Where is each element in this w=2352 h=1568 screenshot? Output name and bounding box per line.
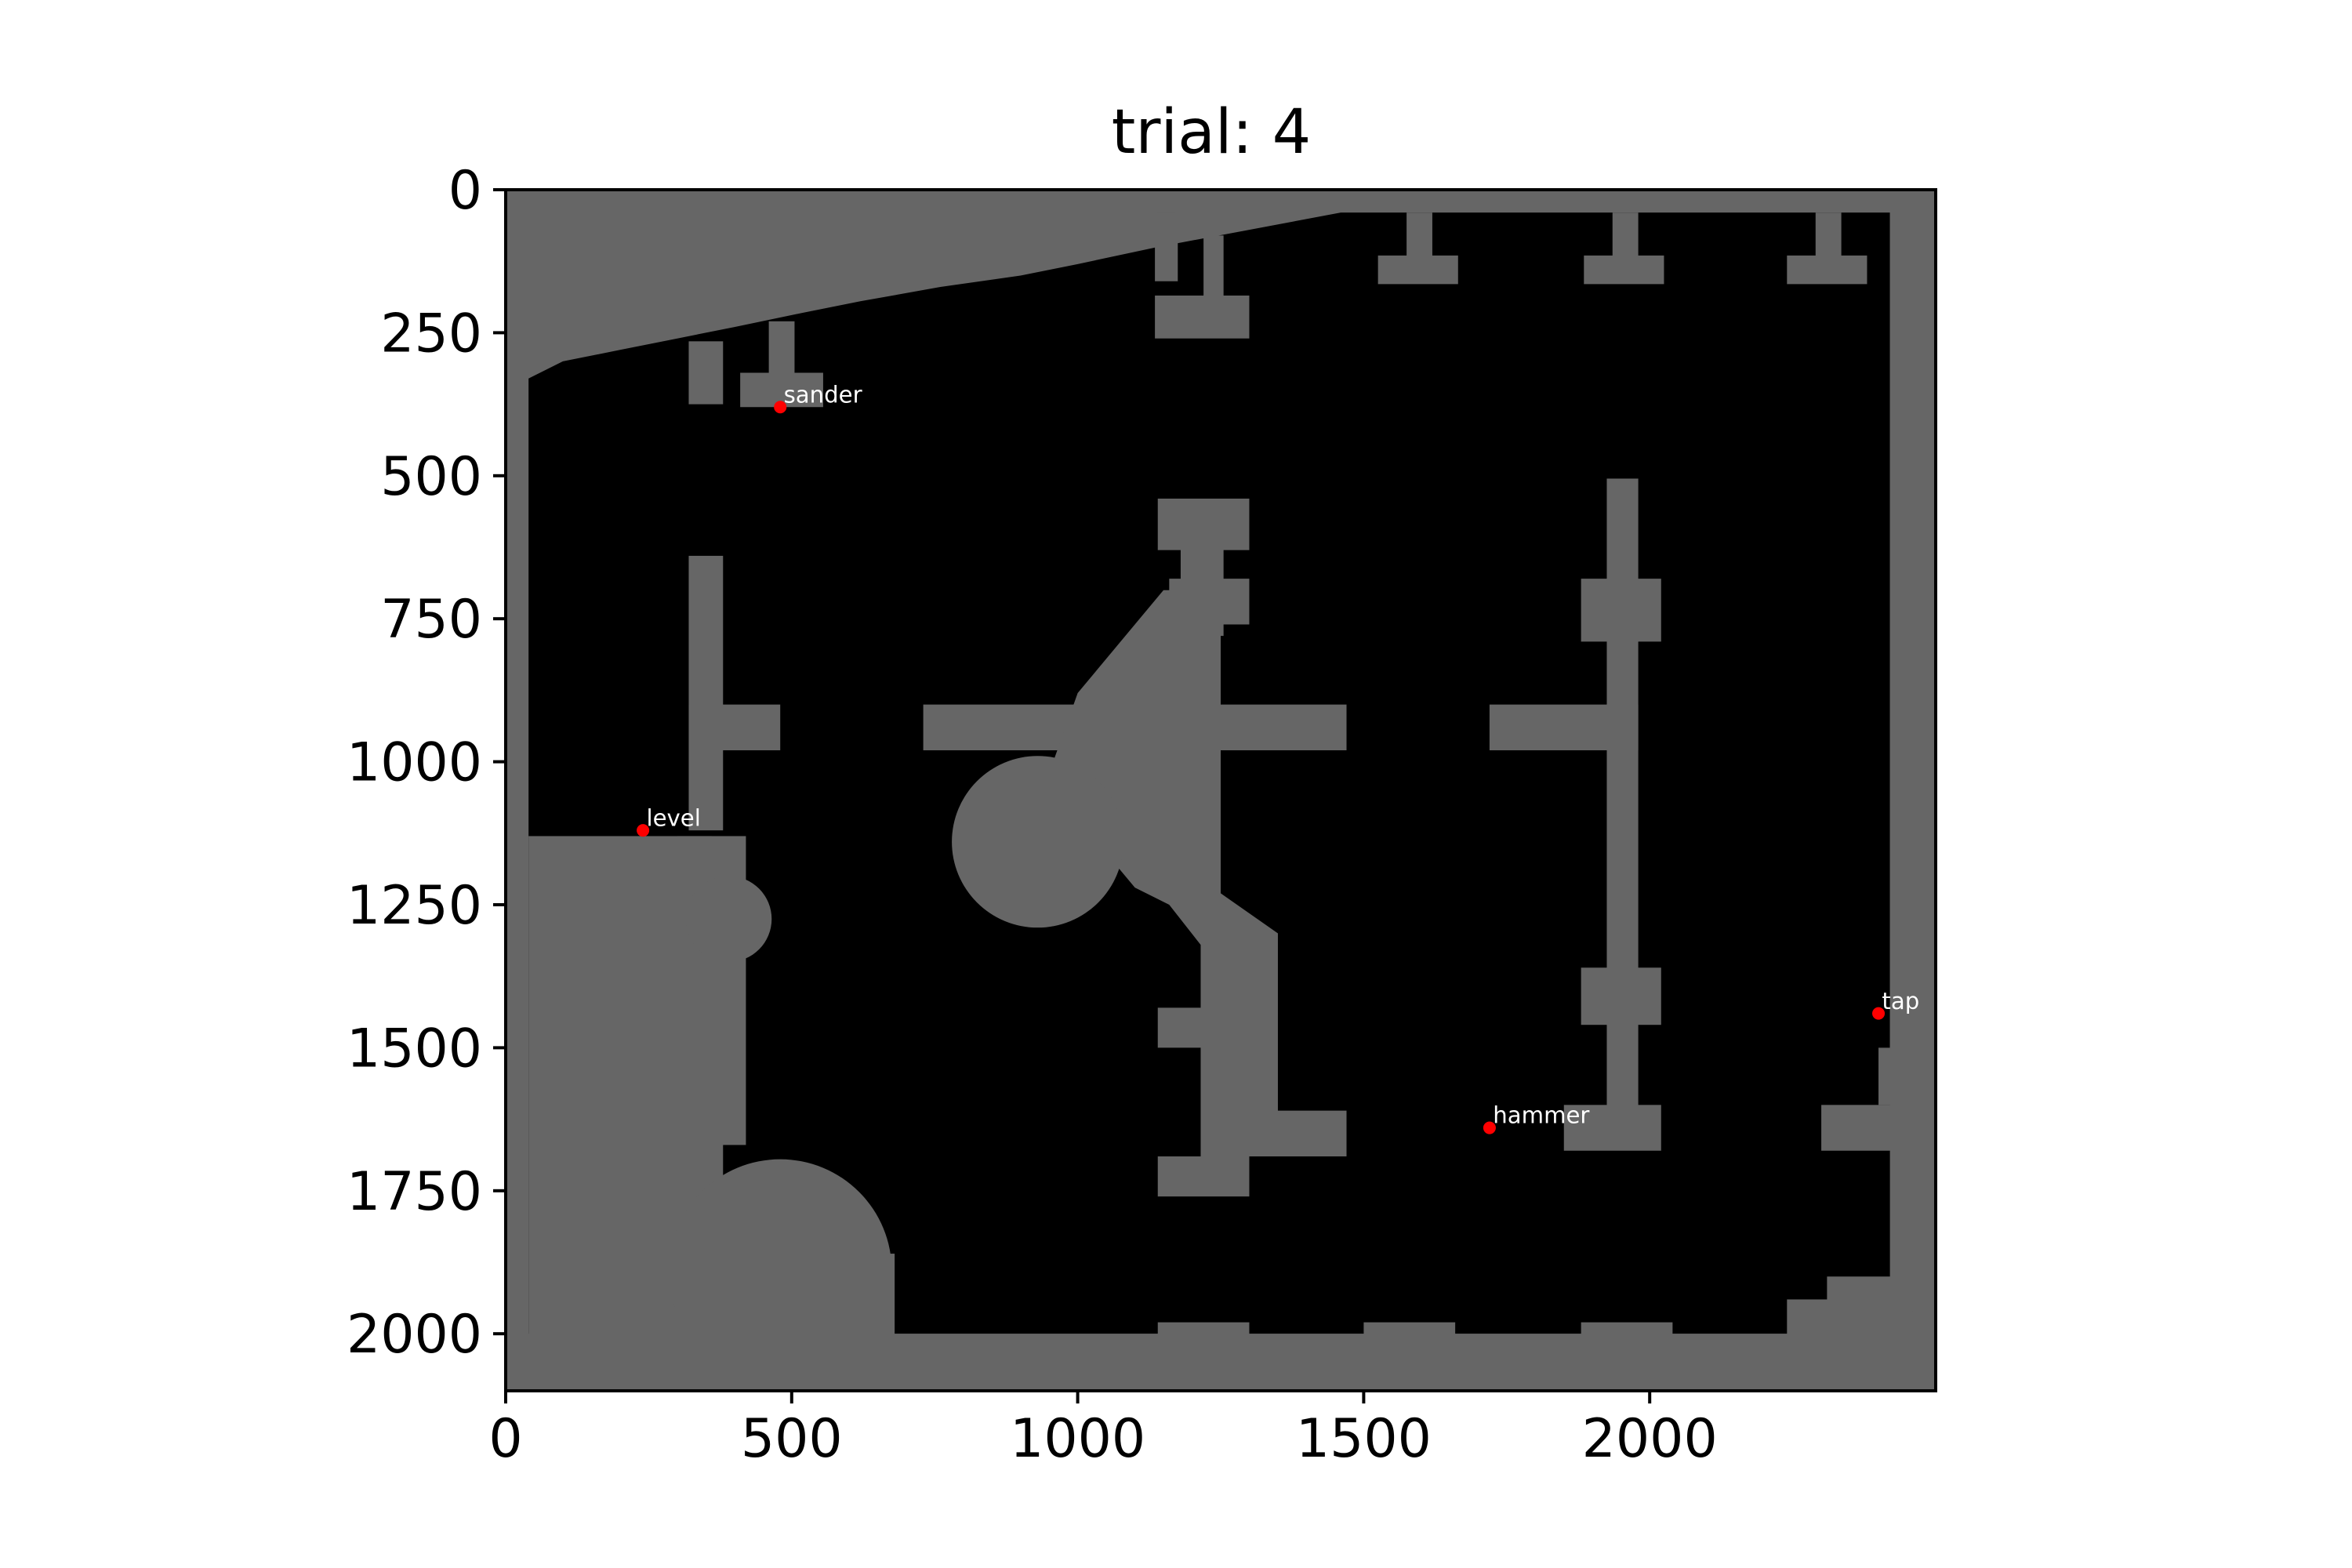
axes-frame (504, 188, 1937, 1392)
markers-layer: sander level tap hammer (637, 381, 1919, 1134)
x-tick-label: 0 (488, 1408, 522, 1470)
hammer-label: hammer (1493, 1102, 1589, 1129)
sander-marker (774, 401, 787, 414)
y-tick-label: 2000 (347, 1304, 482, 1366)
y-tick-label: 0 (448, 160, 482, 222)
level-label: level (646, 804, 700, 831)
chart-title: trial: 4 (1112, 97, 1312, 168)
y-tick-label: 1750 (347, 1161, 482, 1223)
plot-area: sander level tap hammer (506, 190, 1936, 1392)
tap-marker (1872, 1007, 1886, 1020)
y-axis: 0 250 500 750 1000 1250 1500 1750 2000 (347, 160, 506, 1366)
x-tick-label: 2000 (1582, 1408, 1718, 1470)
level-marker (637, 824, 650, 837)
y-tick-label: 1000 (347, 732, 482, 794)
y-tick-label: 1250 (347, 875, 482, 937)
x-axis: 0 500 1000 1500 2000 (488, 1391, 1718, 1470)
x-tick-label: 500 (741, 1408, 843, 1470)
sander-label: sander (784, 381, 862, 408)
y-tick-label: 500 (380, 446, 482, 508)
x-tick-label: 1500 (1296, 1408, 1432, 1470)
y-tick-label: 1500 (347, 1018, 482, 1080)
tap-label: tap (1882, 988, 1919, 1014)
interior-walls (506, 212, 1936, 1392)
y-tick-label: 250 (380, 303, 482, 365)
x-tick-label: 1000 (1010, 1408, 1145, 1470)
hammer-marker (1483, 1121, 1496, 1134)
y-tick-label: 750 (380, 589, 482, 651)
